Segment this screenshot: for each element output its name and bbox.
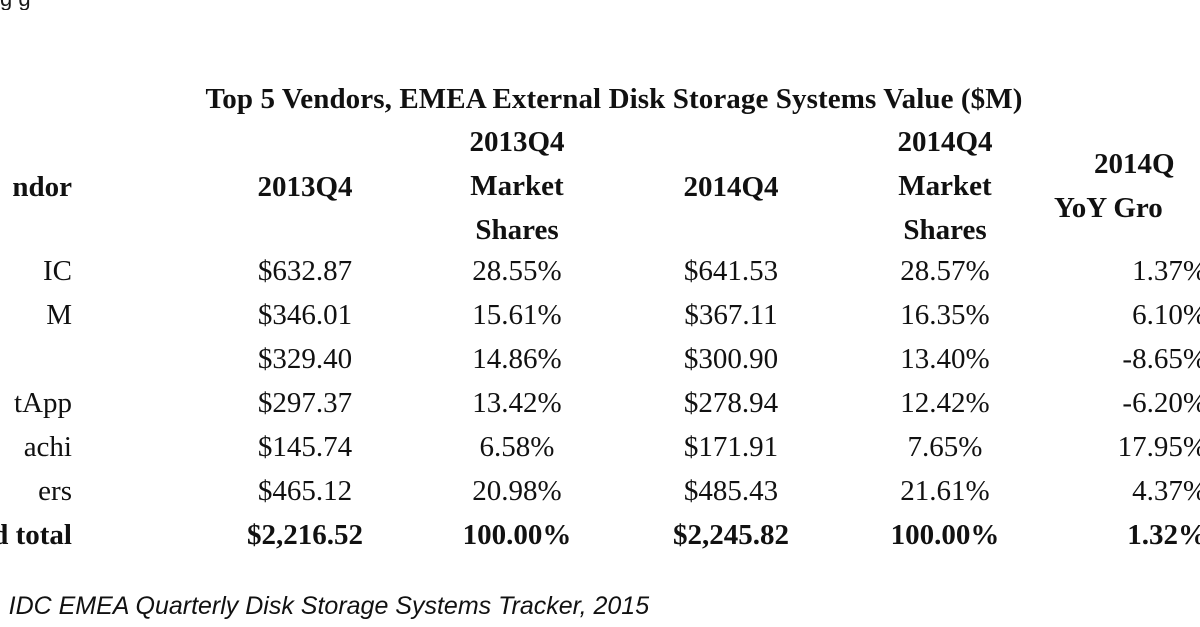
source-prefix: rce: [0,592,9,620]
cell-vendor: tApp [14,387,72,419]
cell-yoy-growth: 6.10% [1132,299,1200,331]
cell-2013q4-share: 28.55% [472,255,562,287]
header-2013q4: 2013Q4 [257,171,353,203]
source-note: rce: IDC EMEA Quarterly Disk Storage Sys… [0,592,649,621]
cell-2013q4: $346.01 [257,299,353,331]
cell-yoy-growth: 1.37% [1132,255,1200,287]
cell-2013q4-share: 13.42% [472,387,562,419]
cell-2013q4-share: 6.58% [479,431,555,463]
header-2014q4-market-shares: 2014Q4 Market Shares [865,120,1025,252]
header-2013q4-share-line1: 2013Q4 [469,126,565,158]
source-text: IDC EMEA Quarterly Disk Storage Systems … [8,592,650,620]
cell-2014q4-share: 28.57% [900,255,990,287]
cell-2013q4-share: 15.61% [472,299,562,331]
cell-2013q4-share: 100.00% [462,519,572,551]
cell-2014q4: $2,245.82 [673,519,789,551]
cell-vendor: IC [43,255,72,287]
cell-vendor: and total [0,519,72,551]
header-2014q4-share-line3: Shares [903,214,987,246]
header-yoy-growth: 2014Q YoY Gro [1050,142,1175,230]
cell-yoy-growth: -8.65% [1122,343,1200,375]
header-2013q4-share-line2: Market [470,170,564,202]
header-vendor: ndor [12,171,72,203]
cell-2014q4: $278.94 [683,387,779,419]
cell-2014q4-share: 21.61% [900,475,990,507]
cell-2013q4-share: 14.86% [472,343,562,375]
cell-2014q4: $300.90 [683,343,779,375]
cell-yoy-growth: -6.20% [1122,387,1200,419]
header-growth-line2: YoY Gro [1054,192,1163,224]
cell-2013q4: $632.87 [257,255,353,287]
cell-2013q4: $145.74 [257,431,353,463]
header-2013q4-market-shares: 2013Q4 Market Shares [437,120,597,252]
cell-2013q4: $2,216.52 [247,519,363,551]
header-growth-line1: 2014Q [1094,148,1175,180]
cell-2014q4: $485.43 [683,475,779,507]
cell-2014q4: $367.11 [684,299,778,331]
cell-2013q4: $329.40 [257,343,353,375]
header-2014q4-share-line1: 2014Q4 [897,126,993,158]
header-2014q4-share-line2: Market [898,170,992,202]
cell-2013q4: $297.37 [257,387,353,419]
cell-2014q4: $641.53 [683,255,779,287]
cell-yoy-growth: 17.95% [1117,431,1200,463]
header-2013q4-share-line3: Shares [475,214,559,246]
cell-yoy-growth: 1.32% [1127,519,1200,551]
cell-vendor: M [46,299,72,331]
cell-2014q4-share: 16.35% [900,299,990,331]
cropped-top-text-line: g g [0,0,1200,10]
cell-2014q4: $171.91 [683,431,779,463]
cell-2014q4-share: 13.40% [900,343,990,375]
cell-2014q4-share: 7.65% [907,431,983,463]
cell-2014q4-share: 12.42% [900,387,990,419]
cell-2014q4-share: 100.00% [890,519,1000,551]
header-2014q4: 2014Q4 [683,171,779,203]
cell-2013q4: $465.12 [257,475,353,507]
cell-yoy-growth: 4.37% [1132,475,1200,507]
table-title: Top 5 Vendors, EMEA External Disk Storag… [205,83,1023,115]
cell-2013q4-share: 20.98% [472,475,562,507]
cell-vendor: ers [38,475,72,507]
cell-vendor: achi [23,431,72,463]
